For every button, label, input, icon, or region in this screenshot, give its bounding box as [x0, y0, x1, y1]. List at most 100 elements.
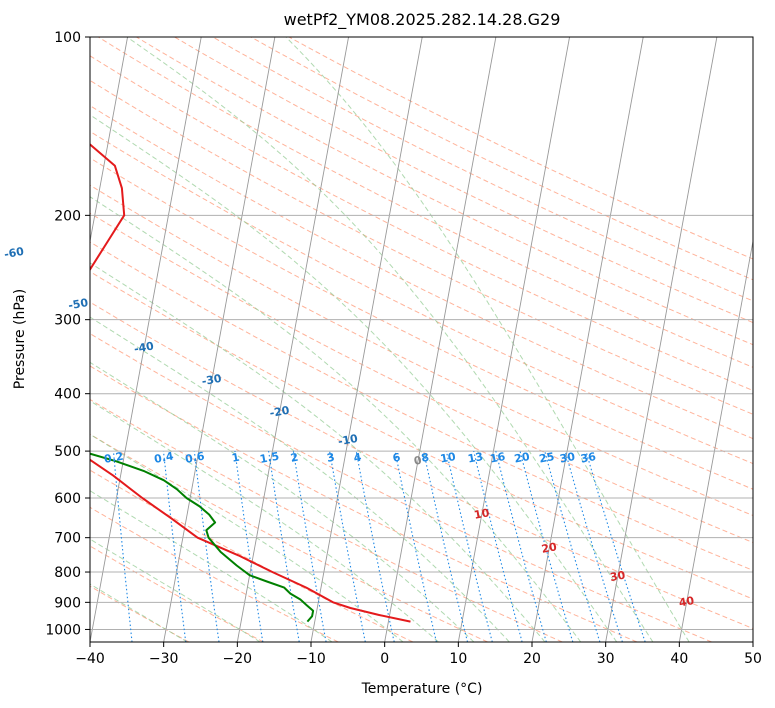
moist-adiabat-line — [90, 538, 261, 642]
moist-adiabat-line — [90, 400, 439, 642]
mixing-ratio-label: 2 — [289, 451, 299, 465]
mixing-ratio-line — [355, 450, 395, 642]
mixing-ratio-line — [329, 451, 366, 642]
isotherm-line — [310, 37, 423, 642]
y-tick-label: 500 — [54, 444, 81, 460]
dry-adiabat-line — [90, 301, 753, 630]
y-tick-label: 300 — [54, 313, 81, 329]
x-axis-ticks: −40 −30 −20 −10 0 10 20 30 40 50 — [75, 642, 762, 667]
dry-adiabat-line — [90, 55, 753, 392]
mixing-ratio-label: 25 — [538, 450, 555, 466]
mixing-ratio-line — [519, 450, 574, 642]
isotherm-line — [605, 37, 718, 642]
moist-adiabat-line — [285, 37, 690, 642]
x-tick-label: −20 — [223, 651, 253, 667]
isotherm-line — [90, 37, 202, 642]
moist-adiabat-line — [90, 196, 582, 642]
y-tick-label: 900 — [54, 595, 81, 611]
x-tick-label: 20 — [523, 651, 541, 667]
dry-adiabat-line — [90, 212, 753, 544]
mixing-ratio-label: 0.2 — [103, 450, 125, 466]
isotherm-label: -60 — [3, 245, 25, 261]
x-tick-label: −40 — [75, 651, 105, 667]
moist-adiabat-line — [90, 114, 618, 642]
mixing-ratio-lines — [112, 450, 646, 642]
mixing-ratio-line — [564, 450, 623, 642]
x-tick-label: −10 — [296, 651, 326, 667]
moist-adiabat-line — [90, 433, 404, 642]
dry-adiabat-line — [136, 37, 753, 346]
x-tick-label: 0 — [380, 651, 389, 667]
isotherm-label: 30 — [609, 568, 627, 584]
x-tick-label: 40 — [670, 651, 688, 667]
mixing-ratio-line — [112, 451, 133, 642]
dry-adiabat-line — [90, 157, 753, 490]
dry-adiabat-line — [90, 332, 712, 642]
mixing-ratio-label: 8 — [420, 451, 430, 465]
isotherm-line — [678, 238, 753, 642]
mixing-ratio-label: 20 — [513, 450, 531, 466]
mixing-ratio-line — [473, 450, 523, 642]
isotherm-line — [384, 37, 497, 642]
isotherm-line — [90, 37, 128, 244]
moist-adiabat-line — [90, 316, 510, 642]
mixing-ratio-label: 30 — [559, 450, 577, 466]
mixing-ratio-label: 16 — [489, 450, 507, 466]
y-tick-label: 600 — [54, 491, 81, 507]
dry-adiabat-line — [90, 433, 488, 642]
mixing-ratio-line — [234, 451, 264, 642]
moist-adiabat-line — [126, 37, 654, 642]
isotherm-label: 20 — [540, 540, 558, 556]
dry-adiabat-line — [90, 398, 563, 642]
y-tick-label: 700 — [54, 531, 81, 547]
mixing-ratio-label: 6 — [392, 451, 402, 465]
isotherm-label: -20 — [269, 404, 291, 420]
isotherm-label: -50 — [67, 296, 89, 312]
moist-adiabats — [90, 37, 690, 642]
mixing-ratio-line — [495, 450, 547, 642]
dewpoint-profile-line — [90, 452, 315, 623]
mixing-ratio-labels: 0.2 0.4 0.6 1 1.5 2 3 4 6 8 10 13 16 20 25 30 36 — [103, 450, 597, 466]
moist-adiabat-line — [90, 583, 188, 642]
x-tick-label: 50 — [744, 651, 762, 667]
dry-adiabat-line — [90, 545, 264, 642]
isotherm-label: -30 — [201, 372, 223, 388]
x-axis-label: Temperature (°C) — [361, 681, 483, 697]
y-tick-label: 200 — [54, 208, 81, 224]
mixing-ratio-label: 0.4 — [153, 450, 175, 466]
isotherm-line — [752, 639, 753, 642]
dry-adiabat-line — [98, 37, 753, 368]
isotherm-label: -40 — [133, 339, 155, 355]
mixing-ratio-line — [193, 451, 220, 642]
y-tick-label: 400 — [54, 387, 81, 403]
chart-title: wetPf2_YM08.2025.282.14.28.G29 — [284, 10, 561, 30]
y-tick-label: 800 — [54, 565, 81, 581]
isotherm-line — [531, 37, 644, 642]
dry-adiabat-line — [90, 506, 339, 642]
moist-adiabat-line — [90, 490, 333, 642]
isotherm-line — [236, 37, 349, 642]
isotherm-label: 10 — [473, 506, 491, 522]
dry-adiabat-line — [90, 365, 638, 642]
y-tick-label: 100 — [54, 30, 81, 46]
mixing-ratio-label: 4 — [353, 451, 363, 465]
mixing-ratio-label: 36 — [580, 450, 598, 466]
isotherm-line — [163, 37, 276, 642]
isotherm-label: 40 — [678, 594, 696, 610]
isotherm-label: -10 — [337, 432, 359, 448]
mixing-ratio-line — [544, 450, 601, 642]
mixing-ratio-line — [445, 450, 493, 642]
x-tick-label: −30 — [149, 651, 179, 667]
dry-adiabat-line — [90, 271, 753, 600]
dry-adiabat-line — [90, 184, 753, 517]
mixing-ratio-line — [394, 450, 437, 642]
y-tick-label: 1000 — [45, 622, 81, 638]
isotherm-line — [457, 37, 570, 642]
isotherm-label: 0 — [413, 454, 423, 468]
mixing-ratio-label: 0.6 — [184, 450, 206, 466]
plot-frame — [89, 36, 754, 643]
isotherms — [90, 37, 753, 642]
moist-adiabat-line — [90, 262, 546, 642]
